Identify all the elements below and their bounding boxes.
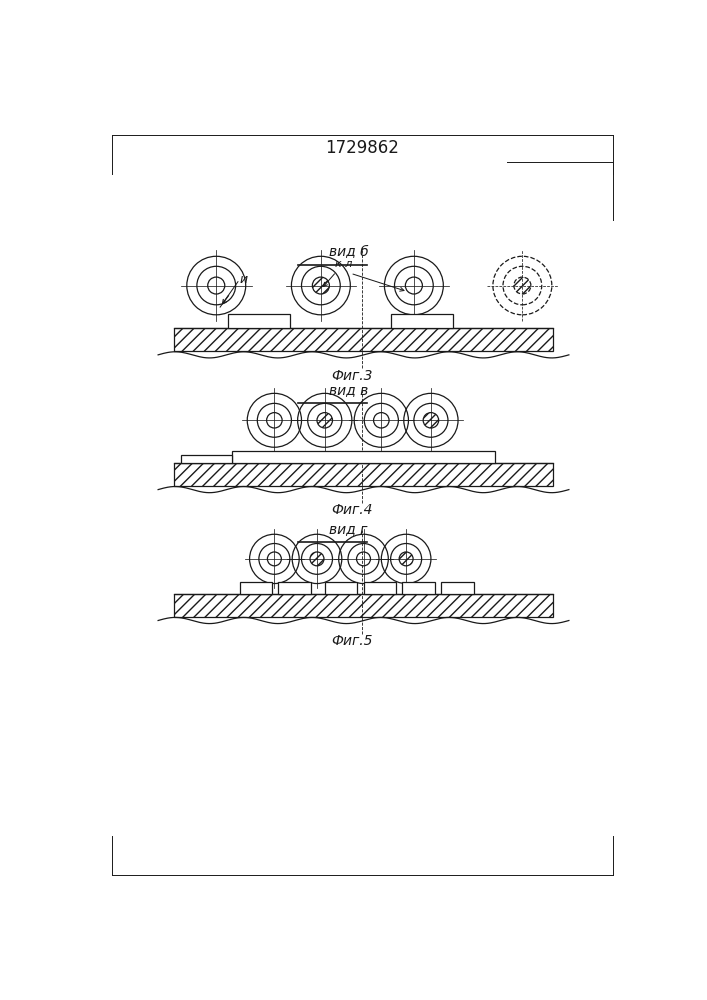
Circle shape bbox=[379, 418, 384, 423]
Bar bbox=[182, 455, 232, 463]
Bar bbox=[174, 463, 554, 486]
Bar bbox=[240, 582, 272, 594]
Bar bbox=[363, 582, 396, 594]
Circle shape bbox=[423, 413, 438, 428]
Bar bbox=[325, 582, 357, 594]
Bar bbox=[232, 451, 495, 463]
Circle shape bbox=[310, 552, 324, 566]
Bar bbox=[228, 314, 290, 328]
Circle shape bbox=[272, 557, 276, 561]
Bar bbox=[441, 582, 474, 594]
Circle shape bbox=[411, 283, 416, 288]
Text: Фиг.5: Фиг.5 bbox=[331, 634, 373, 648]
Circle shape bbox=[405, 277, 422, 294]
Circle shape bbox=[267, 552, 281, 566]
Text: вид в: вид в bbox=[329, 383, 368, 397]
Text: к л: к л bbox=[335, 259, 352, 269]
Circle shape bbox=[361, 557, 366, 561]
Bar bbox=[402, 582, 435, 594]
Circle shape bbox=[399, 552, 413, 566]
Circle shape bbox=[373, 413, 389, 428]
Circle shape bbox=[267, 413, 282, 428]
Bar bbox=[174, 594, 554, 617]
Circle shape bbox=[272, 418, 276, 423]
Circle shape bbox=[317, 413, 332, 428]
Text: вид б: вид б bbox=[329, 245, 368, 259]
Bar bbox=[279, 582, 311, 594]
Circle shape bbox=[214, 283, 218, 288]
Text: Фиг.3: Фиг.3 bbox=[331, 369, 373, 383]
Circle shape bbox=[312, 277, 329, 294]
Text: Фиг.4: Фиг.4 bbox=[331, 503, 373, 517]
Text: вид г: вид г bbox=[329, 522, 367, 536]
Circle shape bbox=[514, 277, 531, 294]
Circle shape bbox=[208, 277, 225, 294]
Circle shape bbox=[356, 552, 370, 566]
Text: 1729862: 1729862 bbox=[325, 139, 399, 157]
Text: и: и bbox=[240, 273, 247, 286]
Bar bbox=[391, 314, 452, 328]
Bar bbox=[174, 328, 554, 351]
